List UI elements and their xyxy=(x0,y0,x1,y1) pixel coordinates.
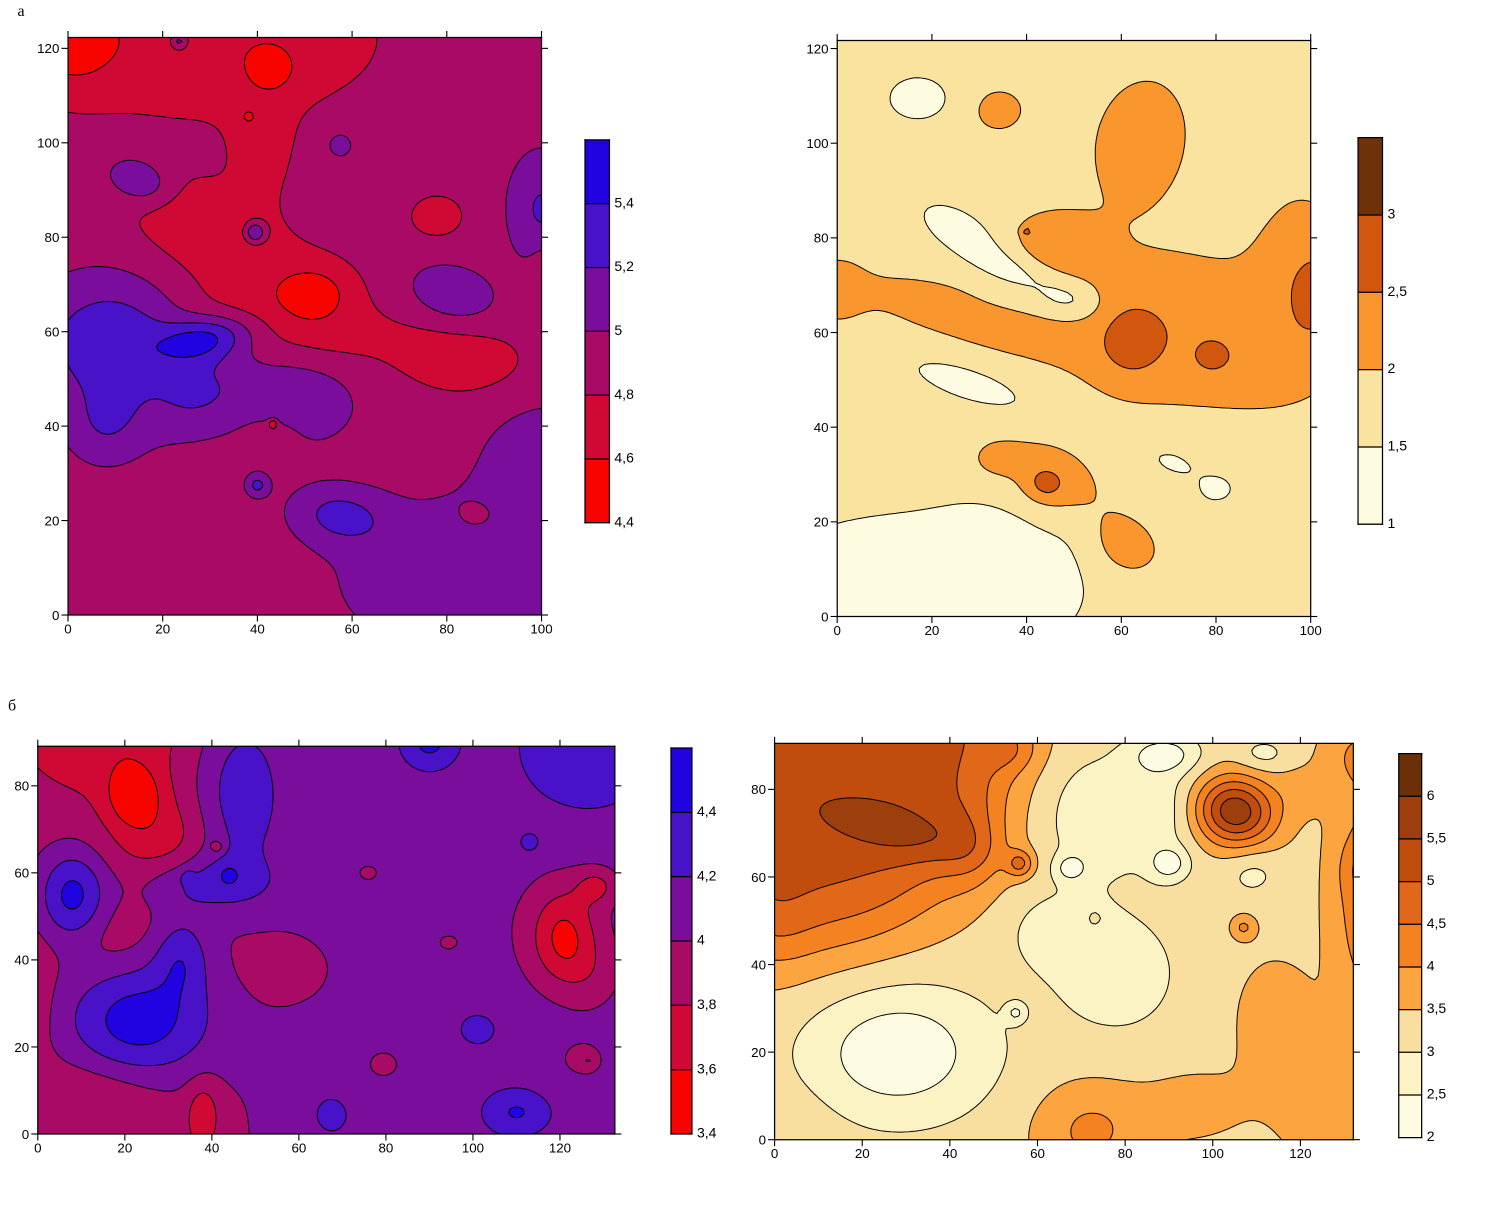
svg-text:5: 5 xyxy=(1427,872,1435,888)
svg-text:100: 100 xyxy=(462,1140,484,1155)
svg-text:60: 60 xyxy=(14,866,29,881)
svg-text:2,5: 2,5 xyxy=(1427,1086,1447,1102)
svg-text:40: 40 xyxy=(14,953,29,968)
svg-text:4,5: 4,5 xyxy=(1427,915,1447,931)
svg-text:20: 20 xyxy=(751,1045,766,1060)
svg-text:2: 2 xyxy=(1388,360,1396,376)
svg-text:4,4: 4,4 xyxy=(614,513,634,529)
svg-text:60: 60 xyxy=(345,621,360,636)
svg-text:20: 20 xyxy=(14,1040,29,1055)
svg-text:3,5: 3,5 xyxy=(1427,1000,1447,1016)
svg-text:80: 80 xyxy=(751,782,766,797)
svg-text:0: 0 xyxy=(22,1127,29,1142)
svg-text:100: 100 xyxy=(806,136,828,151)
svg-text:60: 60 xyxy=(814,325,829,340)
svg-text:40: 40 xyxy=(751,957,766,972)
svg-text:0: 0 xyxy=(821,609,828,624)
svg-text:80: 80 xyxy=(379,1140,394,1155)
svg-text:0: 0 xyxy=(771,1146,778,1161)
svg-text:120: 120 xyxy=(549,1140,571,1155)
svg-text:0: 0 xyxy=(759,1133,766,1148)
svg-text:3,6: 3,6 xyxy=(697,1060,717,1076)
svg-text:80: 80 xyxy=(1118,1146,1133,1161)
svg-text:1,5: 1,5 xyxy=(1388,438,1408,454)
svg-text:100: 100 xyxy=(1202,1146,1224,1161)
svg-text:3,8: 3,8 xyxy=(697,996,717,1012)
svg-text:80: 80 xyxy=(45,230,60,245)
svg-text:0: 0 xyxy=(34,1140,41,1155)
svg-text:0: 0 xyxy=(833,623,840,638)
svg-text:0: 0 xyxy=(52,608,59,623)
svg-text:3: 3 xyxy=(1388,206,1396,222)
svg-text:20: 20 xyxy=(155,621,170,636)
svg-text:2: 2 xyxy=(1427,1128,1435,1144)
svg-text:100: 100 xyxy=(530,621,552,636)
svg-text:б: б xyxy=(8,698,16,715)
svg-text:60: 60 xyxy=(751,870,766,885)
svg-text:5: 5 xyxy=(614,322,622,338)
svg-text:60: 60 xyxy=(1114,623,1129,638)
svg-text:1: 1 xyxy=(1388,515,1396,531)
svg-text:20: 20 xyxy=(814,515,829,530)
svg-text:20: 20 xyxy=(117,1140,132,1155)
svg-text:100: 100 xyxy=(37,136,59,151)
svg-text:80: 80 xyxy=(1209,623,1224,638)
svg-text:80: 80 xyxy=(439,621,454,636)
svg-text:120: 120 xyxy=(37,41,59,56)
svg-text:3: 3 xyxy=(1427,1043,1435,1059)
svg-text:100: 100 xyxy=(1300,623,1322,638)
svg-text:2,5: 2,5 xyxy=(1388,283,1408,299)
svg-text:5,4: 5,4 xyxy=(614,194,634,210)
svg-text:80: 80 xyxy=(814,231,829,246)
svg-text:4: 4 xyxy=(1427,958,1435,974)
svg-text:60: 60 xyxy=(1030,1146,1045,1161)
svg-text:4,2: 4,2 xyxy=(697,867,717,883)
svg-text:40: 40 xyxy=(250,621,265,636)
svg-text:4,8: 4,8 xyxy=(614,386,634,402)
svg-text:120: 120 xyxy=(806,41,828,56)
svg-text:20: 20 xyxy=(924,623,939,638)
svg-text:40: 40 xyxy=(942,1146,957,1161)
svg-text:120: 120 xyxy=(1289,1146,1311,1161)
svg-text:a: a xyxy=(18,3,25,20)
svg-text:20: 20 xyxy=(855,1146,870,1161)
svg-text:40: 40 xyxy=(1019,623,1034,638)
svg-text:20: 20 xyxy=(45,513,60,528)
svg-text:3,4: 3,4 xyxy=(697,1125,717,1141)
svg-text:60: 60 xyxy=(291,1140,306,1155)
svg-text:4: 4 xyxy=(697,932,705,948)
svg-text:40: 40 xyxy=(814,420,829,435)
svg-text:60: 60 xyxy=(45,325,60,340)
svg-text:4,6: 4,6 xyxy=(614,450,634,466)
svg-text:40: 40 xyxy=(45,419,60,434)
svg-text:6: 6 xyxy=(1427,787,1435,803)
svg-text:4,4: 4,4 xyxy=(697,803,717,819)
svg-text:40: 40 xyxy=(204,1140,219,1155)
svg-text:80: 80 xyxy=(14,779,29,794)
svg-text:5,5: 5,5 xyxy=(1427,830,1447,846)
svg-text:0: 0 xyxy=(64,621,71,636)
svg-text:5,2: 5,2 xyxy=(614,258,634,274)
